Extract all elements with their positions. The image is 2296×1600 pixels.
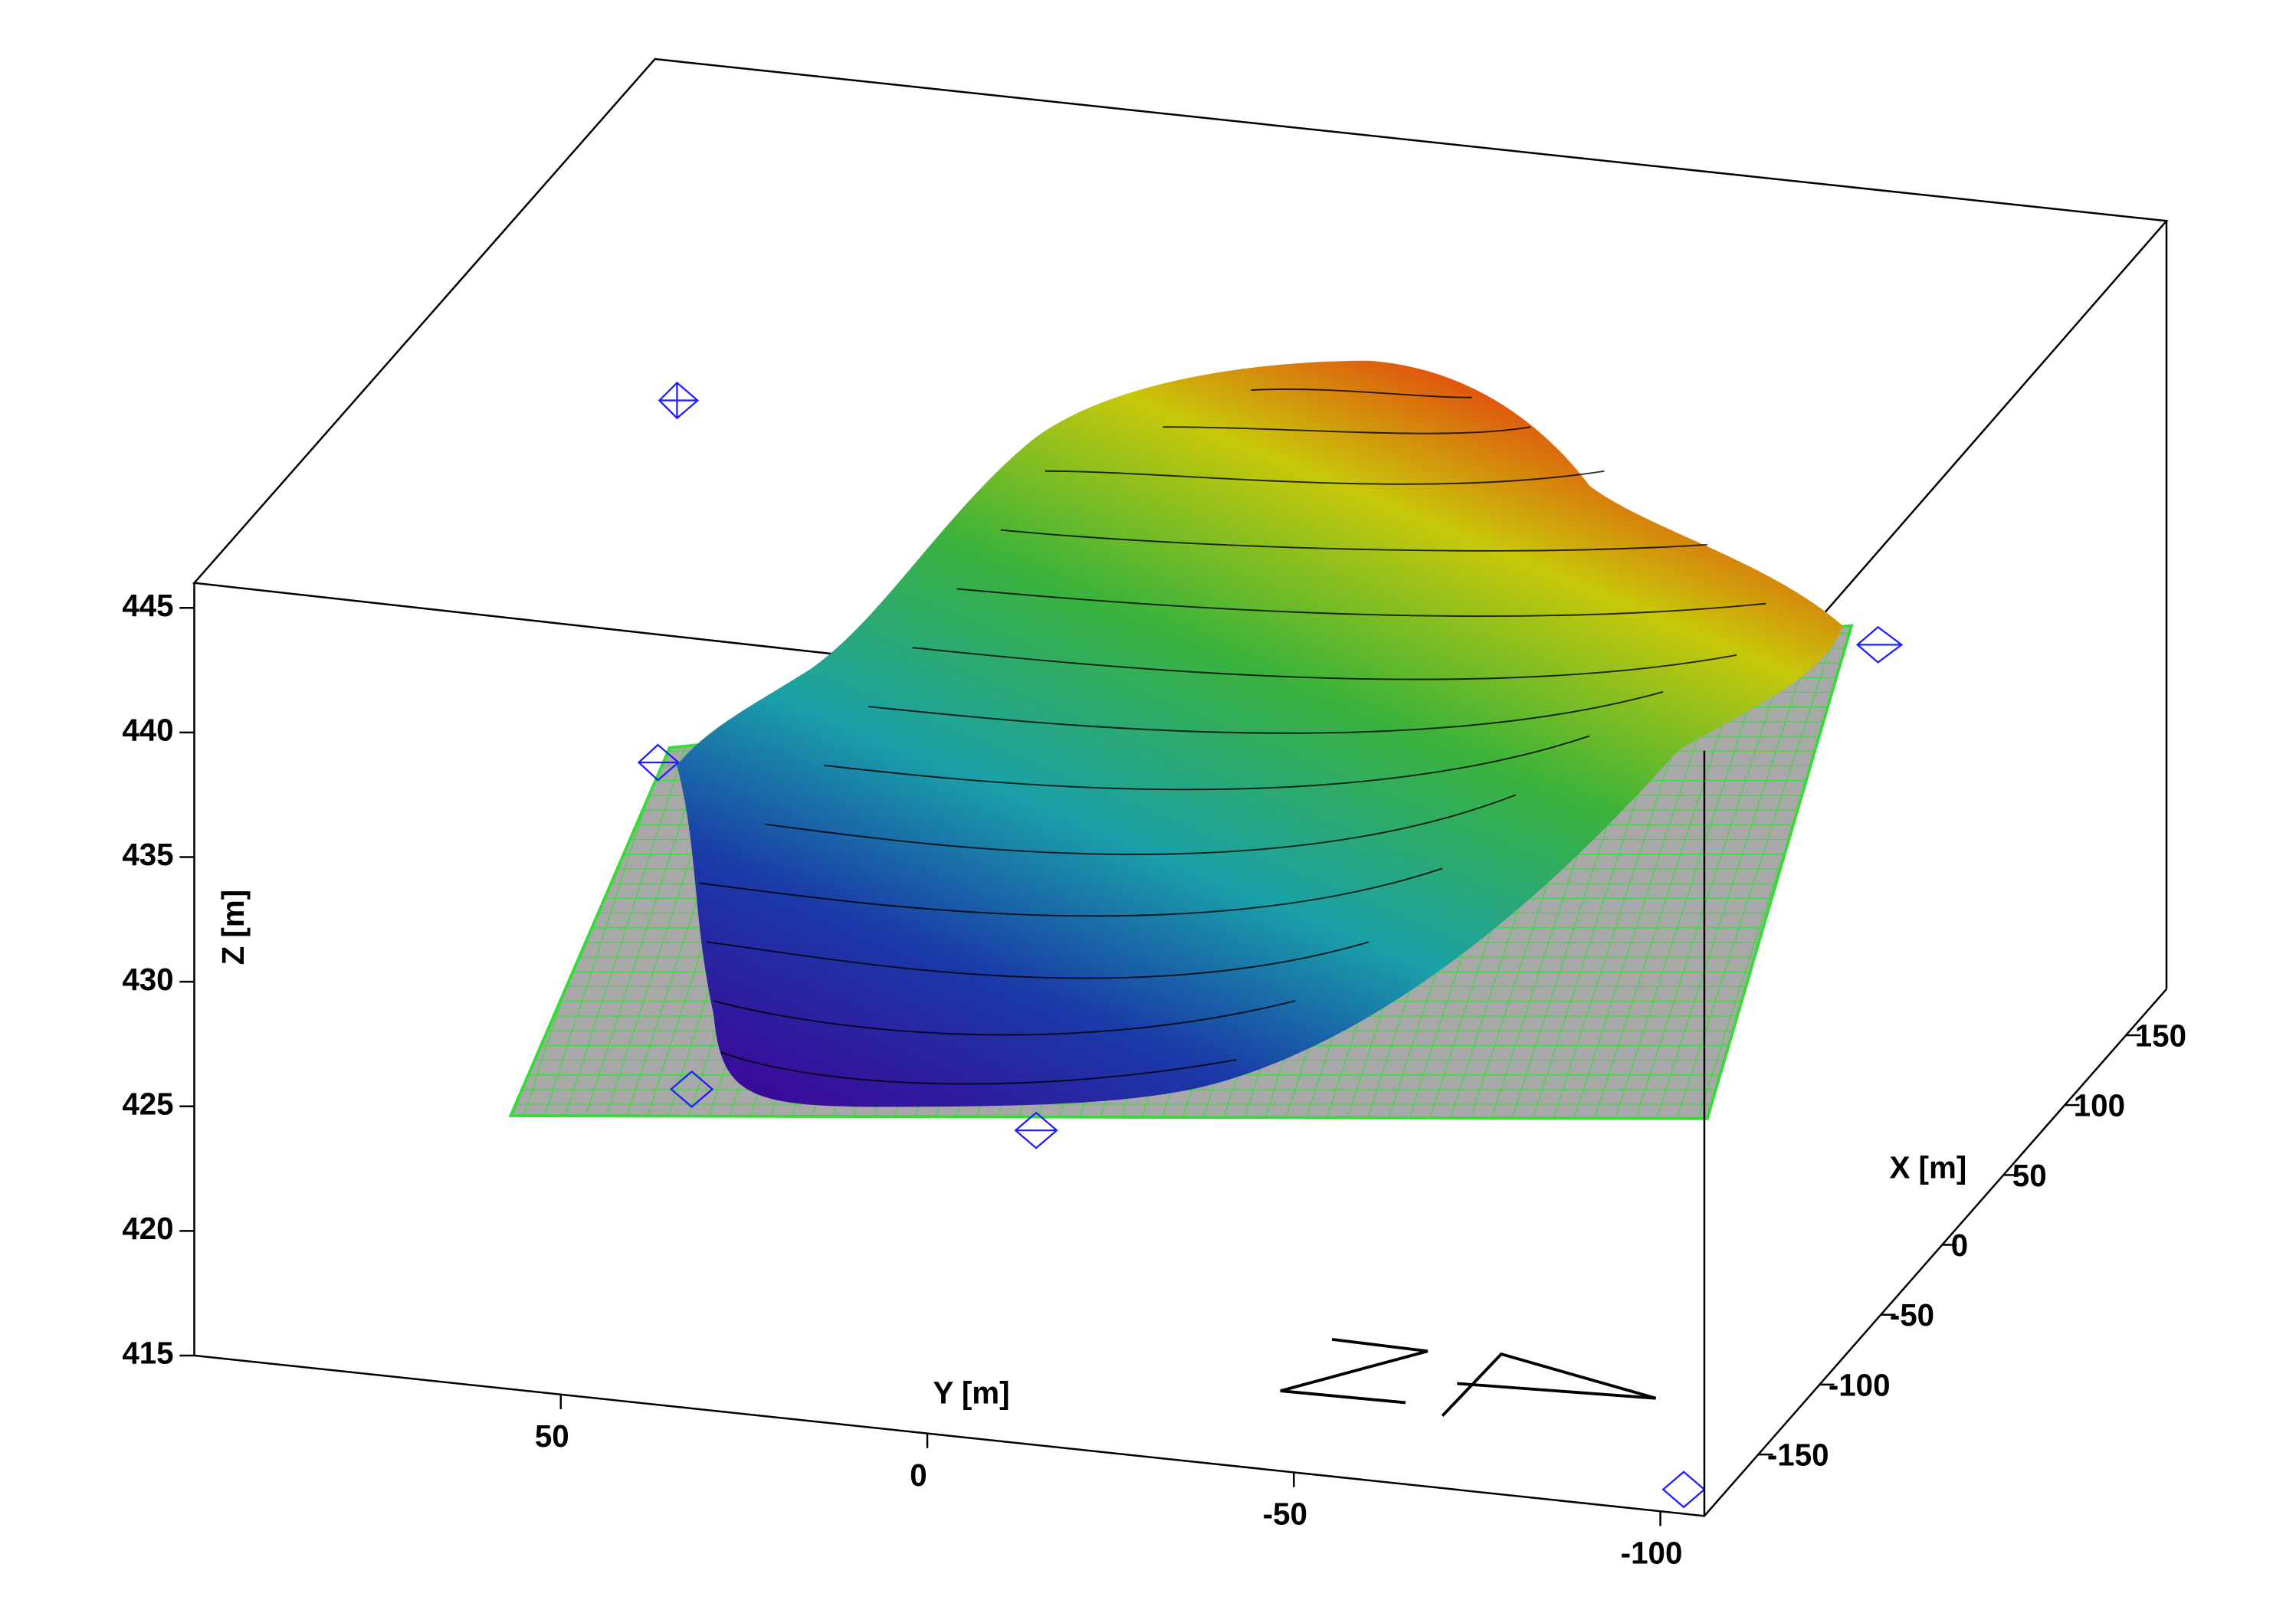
x-tick-label: -150 <box>1767 1438 1829 1473</box>
x-axis-label: X [m] <box>1889 1150 1966 1185</box>
y-tick-label: 50 <box>535 1418 569 1454</box>
z-tick-label: 420 <box>122 1211 173 1246</box>
y-tick-label: -50 <box>1263 1497 1307 1532</box>
y-axis-label: Y [m] <box>933 1375 1009 1411</box>
z-tick-label: 440 <box>122 713 173 748</box>
x-tick-label: 150 <box>2135 1018 2186 1053</box>
north-arrow <box>1280 1337 1657 1418</box>
x-tick-label: 100 <box>2074 1088 2125 1123</box>
z-tick-label: 445 <box>122 588 173 623</box>
x-tick-label: -50 <box>1890 1297 1934 1333</box>
z-tick-label: 415 <box>122 1336 173 1371</box>
z-tick-label: 425 <box>122 1086 173 1121</box>
z-tick-label: 435 <box>122 837 173 872</box>
contours <box>699 388 1766 1085</box>
surface <box>677 360 1843 1107</box>
box-front <box>193 582 2167 1517</box>
y-tick-label: 0 <box>910 1457 927 1493</box>
x-tick-label: -100 <box>1829 1367 1891 1402</box>
z-tick-label: 430 <box>122 962 173 997</box>
x-tick-label: 50 <box>2012 1158 2047 1193</box>
y-tick-label: -100 <box>1621 1536 1683 1571</box>
z-axis-label: Z [m] <box>215 890 251 966</box>
ticks: 415 420 425 430 435 440 445 50 0 -50 -100 150 100 50 0… <box>122 588 2186 1571</box>
x-tick-label: 0 <box>1951 1228 1968 1263</box>
